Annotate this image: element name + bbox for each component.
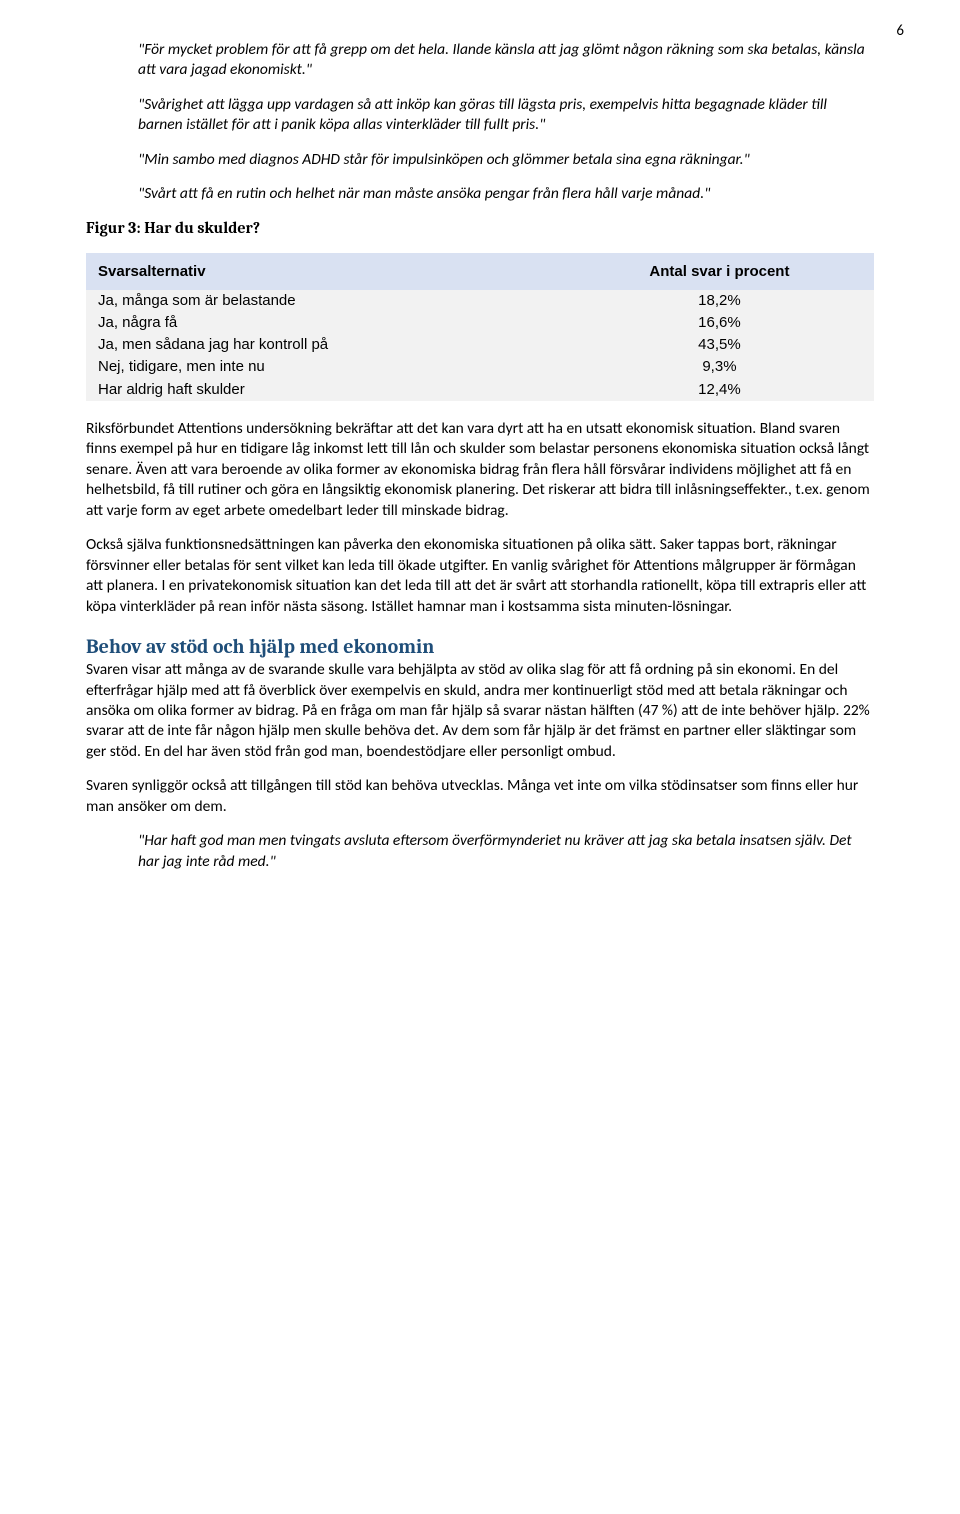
table-header-cell: Svarsalternativ — [86, 253, 565, 290]
table-row: Ja, men sådana jag har kontroll på 43,5% — [86, 334, 874, 356]
figure-caption: Figur 3: Har du skulder? — [86, 219, 874, 237]
document-page: 6 "För mycket problem för att få grepp o… — [0, 0, 960, 936]
table-row: Ja, många som är belastande 18,2% — [86, 290, 874, 312]
table-cell: 18,2% — [565, 290, 874, 312]
page-number: 6 — [896, 22, 904, 40]
table-cell: Har aldrig haft skulder — [86, 379, 565, 401]
section-heading: Behov av stöd och hjälp med ekonomin — [86, 635, 874, 658]
table-header-cell: Antal svar i procent — [565, 253, 874, 290]
table-row: Ja, några få 16,6% — [86, 312, 874, 334]
body-paragraph: Riksförbundet Attentions undersökning be… — [86, 419, 874, 521]
body-paragraph: Svaren synliggör också att tillgången ti… — [86, 776, 874, 817]
quote-text: "Svårighet att lägga upp vardagen så att… — [86, 95, 874, 136]
table-cell: Ja, många som är belastande — [86, 290, 565, 312]
body-paragraph: Också själva funktionsnedsättningen kan … — [86, 535, 874, 617]
table-cell: Nej, tidigare, men inte nu — [86, 356, 565, 378]
table-cell: 16,6% — [565, 312, 874, 334]
table-row: Har aldrig haft skulder 12,4% — [86, 379, 874, 401]
table-cell: Ja, några få — [86, 312, 565, 334]
body-paragraph: Svaren visar att många av de svarande sk… — [86, 660, 874, 762]
table-row: Nej, tidigare, men inte nu 9,3% — [86, 356, 874, 378]
table-cell: 43,5% — [565, 334, 874, 356]
table-cell: 9,3% — [565, 356, 874, 378]
quote-text: "Har haft god man men tvingats avsluta e… — [86, 831, 874, 872]
data-table: Svarsalternativ Antal svar i procent Ja,… — [86, 253, 874, 401]
table-cell: 12,4% — [565, 379, 874, 401]
table-body: Ja, många som är belastande 18,2% Ja, nå… — [86, 290, 874, 401]
table-header-row: Svarsalternativ Antal svar i procent — [86, 253, 874, 290]
quote-text: "Svårt att få en rutin och helhet när ma… — [86, 184, 874, 204]
quote-text: "För mycket problem för att få grepp om … — [86, 40, 874, 81]
table-cell: Ja, men sådana jag har kontroll på — [86, 334, 565, 356]
quote-text: "Min sambo med diagnos ADHD står för imp… — [86, 150, 874, 170]
